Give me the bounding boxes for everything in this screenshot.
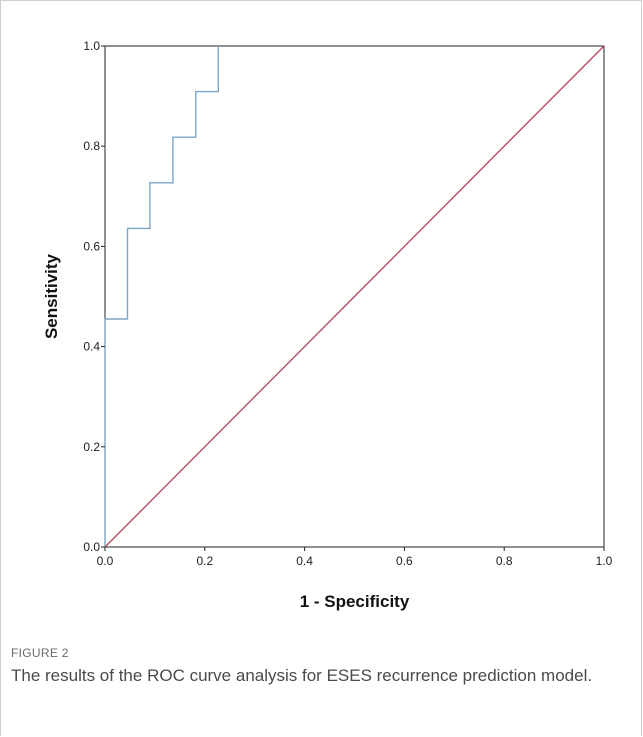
x-axis: 0.0 0.2 0.4 0.6 0.8 1.0 [97,547,613,568]
figure-caption: FIGURE 2 The results of the ROC curve an… [11,646,636,688]
x-tick-label: 0.2 [196,554,213,568]
x-axis-label: 1 - Specificity [300,592,410,611]
y-tick-label: 0.0 [83,540,100,554]
y-tick-label: 0.4 [83,340,100,354]
x-tick-label: 0.0 [97,554,114,568]
y-tick-label: 0.6 [83,239,100,253]
y-axis-label: Sensitivity [42,253,61,339]
x-tick-label: 0.8 [496,554,513,568]
y-axis: 0.0 0.2 0.4 0.6 0.8 1.0 [83,39,105,554]
figure-label: FIGURE 2 [11,646,69,660]
reference-line [104,45,605,548]
roc-curve-line [104,46,220,547]
y-tick-label: 0.8 [83,139,100,153]
roc-chart: 0.0 0.2 0.4 0.6 0.8 1.0 0.0 0.2 0.4 0.6 0.8 1.0 1 … [42,39,613,611]
x-tick-label: 0.6 [396,554,413,568]
x-tick-label: 1.0 [596,554,613,568]
plot-area [104,45,605,548]
y-tick-label: 1.0 [83,39,100,53]
figure-caption-text: The results of the ROC curve analysis fo… [11,666,593,685]
plot-frame [104,45,605,548]
x-tick-label: 0.4 [296,554,313,568]
y-tick-label: 0.2 [83,440,100,454]
